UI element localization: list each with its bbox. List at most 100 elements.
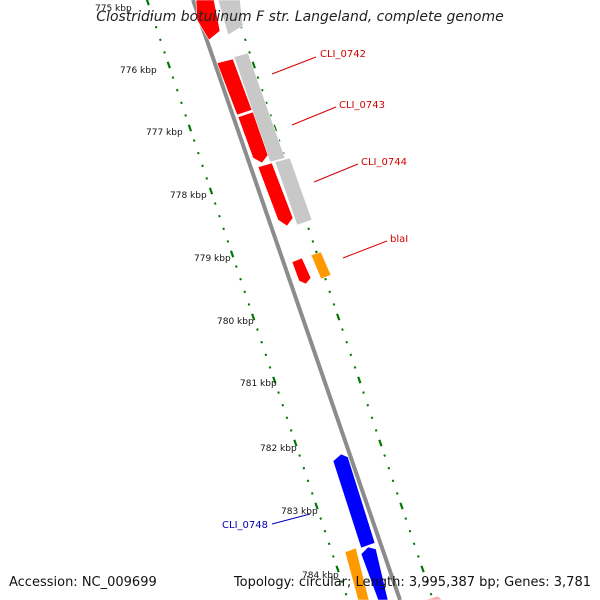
minor-tick-mark — [154, 25, 158, 29]
minor-tick-mark — [256, 76, 260, 79]
minor-tick-mark — [192, 139, 196, 142]
minor-tick-mark — [247, 303, 251, 306]
major-tick-mark — [145, 0, 150, 6]
minor-tick-mark — [307, 227, 310, 231]
major-tick-mark — [251, 61, 256, 69]
minor-tick-mark — [281, 403, 285, 407]
minor-tick-mark — [311, 240, 315, 243]
minor-tick-mark — [264, 353, 268, 357]
minor-tick-mark — [395, 492, 399, 495]
gene-label: blaI — [390, 234, 408, 245]
minor-tick-mark — [235, 265, 238, 268]
gene-feature-bottom-blue — [360, 546, 389, 600]
minor-tick-mark — [370, 416, 374, 420]
gene-labels: CLI_0742 CLI_0743 CLI_0744 blaI CLI_0748 — [222, 49, 408, 531]
minor-tick-mark — [150, 13, 154, 16]
scale-label: 784 kbp — [302, 571, 339, 581]
major-tick-mark — [357, 376, 362, 384]
minor-tick-mark — [171, 76, 175, 79]
genome-summary-text: Topology: circular; Length: 3,995,387 bp… — [233, 575, 591, 590]
major-tick-mark — [420, 565, 425, 573]
minor-tick-mark — [243, 290, 247, 294]
minor-tick-mark — [353, 366, 357, 369]
minor-tick-mark — [289, 429, 293, 432]
major-tick-mark — [272, 124, 278, 132]
gene-feature-bottom-right-light — [424, 595, 443, 600]
minor-tick-mark — [205, 177, 209, 180]
major-tick-mark — [208, 187, 214, 195]
gene-feature-cli-0748-cds — [332, 453, 376, 549]
gene-feature-blai-other — [310, 251, 332, 280]
minor-tick-mark — [218, 214, 221, 218]
minor-tick-mark — [366, 403, 370, 407]
minor-tick-mark — [387, 466, 391, 470]
minor-tick-mark — [408, 529, 412, 533]
minor-tick-mark — [417, 555, 420, 558]
major-tick-mark — [229, 250, 235, 258]
minor-tick-mark — [310, 492, 314, 495]
minor-tick-mark — [277, 391, 280, 394]
minor-tick-mark — [260, 88, 264, 92]
scale-label: 780 kbp — [217, 317, 254, 327]
scale-labels: 775 kbp 776 kbp 777 kbp 778 kbp 779 kbp 780 k… — [95, 4, 339, 581]
gene-label-leader — [271, 513, 311, 525]
minor-tick-mark — [374, 429, 378, 432]
map-title: Clostridium botulinum F str. Langeland, … — [96, 9, 504, 25]
minor-tick-mark — [327, 542, 331, 546]
minor-tick-mark — [163, 51, 166, 54]
inner-tick-ring — [145, 0, 348, 596]
major-tick-mark — [251, 313, 256, 321]
major-tick-mark — [187, 124, 193, 132]
minor-tick-mark — [412, 542, 416, 546]
gene-feature-blai-cds — [291, 257, 312, 285]
minor-tick-mark — [244, 38, 247, 42]
minor-tick-mark — [391, 479, 395, 483]
major-tick-mark — [166, 61, 171, 69]
minor-tick-mark — [248, 51, 251, 54]
minor-tick-mark — [340, 580, 344, 583]
scale-label: 782 kbp — [260, 444, 297, 454]
scale-label: 778 kbp — [170, 191, 207, 201]
gene-feature-cli-0743-cds — [237, 111, 269, 164]
minor-tick-mark — [175, 88, 179, 92]
scale-label: 781 kbp — [240, 379, 277, 389]
minor-tick-mark — [306, 479, 310, 483]
minor-tick-mark — [265, 101, 268, 105]
minor-tick-mark — [344, 592, 348, 596]
major-tick-mark — [314, 502, 319, 510]
minor-tick-mark — [226, 240, 230, 243]
gene-label: CLI_0748 — [222, 520, 268, 531]
gene-label-leader — [342, 240, 388, 259]
minor-tick-mark — [341, 328, 344, 331]
scale-label: 775 kbp — [95, 4, 132, 14]
major-tick-mark — [293, 439, 298, 447]
gene-label-leaders — [271, 56, 388, 525]
minor-tick-mark — [332, 555, 335, 558]
scale-label: 777 kbp — [146, 128, 183, 138]
minor-tick-mark — [180, 101, 183, 105]
gene-label-leader — [313, 163, 359, 183]
minor-tick-mark — [328, 290, 332, 294]
minor-tick-mark — [184, 114, 187, 117]
feature-track — [195, 0, 443, 600]
minor-tick-mark — [269, 114, 272, 117]
minor-tick-mark — [349, 353, 353, 357]
minor-tick-mark — [302, 466, 306, 470]
gene-feature-cli-0744-rna — [274, 157, 313, 226]
minor-tick-mark — [332, 303, 336, 306]
minor-tick-mark — [222, 227, 225, 231]
minor-tick-mark — [298, 454, 301, 457]
minor-tick-mark — [362, 391, 365, 394]
minor-tick-mark — [324, 277, 327, 281]
genome-backbone — [191, 0, 402, 600]
accession-text: Accession: NC_009699 — [9, 575, 157, 590]
minor-tick-mark — [239, 277, 242, 281]
scale-label: 776 kbp — [120, 66, 157, 76]
minor-tick-mark — [197, 151, 200, 155]
minor-tick-mark — [268, 366, 272, 369]
minor-tick-mark — [345, 340, 348, 344]
minor-tick-mark — [383, 454, 386, 457]
gene-label-leader — [291, 106, 337, 126]
